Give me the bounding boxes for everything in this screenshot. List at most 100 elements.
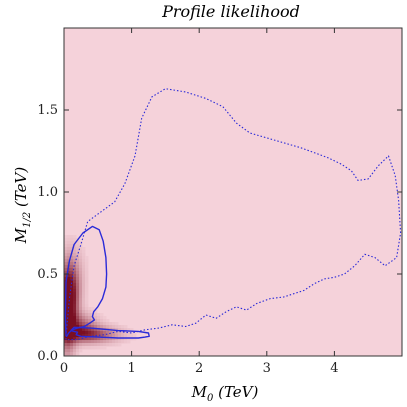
heatmap-cell (67, 319, 71, 323)
heatmap-cell (127, 331, 131, 335)
heatmap-cell (133, 334, 137, 338)
heatmap-cell (73, 274, 77, 278)
heatmap-cell (67, 313, 71, 317)
heatmap-cell (73, 283, 77, 287)
heatmap-cell (64, 235, 68, 239)
heatmap-cell (70, 259, 74, 263)
heatmap-cell (73, 349, 77, 353)
heatmap-cell (127, 334, 131, 338)
heatmap-cell (112, 334, 116, 338)
heatmap-cell (76, 295, 80, 299)
heatmap-cell (130, 334, 134, 338)
heatmap-cell (73, 316, 77, 320)
heatmap-cell (79, 337, 83, 341)
heatmap-cell (70, 244, 74, 248)
heatmap-cell (67, 292, 71, 296)
heatmap-cell (70, 238, 74, 242)
heatmap-cell (121, 328, 125, 332)
heatmap-cell (85, 271, 89, 275)
heatmap-cell (76, 283, 80, 287)
heatmap-cell (91, 346, 95, 350)
y-axis-label: M1/2 (TeV) (12, 167, 33, 245)
heatmap-cell (64, 259, 68, 263)
heatmap-cell (70, 340, 74, 344)
heatmap-cell (100, 340, 104, 344)
heatmap-cell (91, 307, 95, 311)
heatmap-cell (121, 325, 125, 329)
heatmap-cell (103, 316, 107, 320)
heatmap-cell (94, 331, 98, 335)
heatmap-cell (85, 268, 89, 272)
heatmap-cell (124, 328, 128, 332)
heatmap-cell (76, 301, 80, 305)
heatmap-cell (97, 322, 101, 326)
heatmap-cell (73, 307, 77, 311)
heatmap-cell (67, 286, 71, 290)
heatmap-cell (76, 319, 80, 323)
heatmap-cell (73, 301, 77, 305)
heatmap-cell (76, 337, 80, 341)
heatmap-cell (73, 298, 77, 302)
heatmap-cell (64, 352, 68, 356)
heatmap-cell (76, 349, 80, 353)
heatmap-cell (85, 313, 89, 317)
heatmap-cell (97, 316, 101, 320)
heatmap-cell (73, 244, 77, 248)
heatmap-cell (70, 343, 74, 347)
heatmap-cell (79, 319, 83, 323)
heatmap-cell (70, 316, 74, 320)
heatmap-cell (73, 334, 77, 338)
heatmap-cell (79, 268, 83, 272)
heatmap-cell (79, 247, 83, 251)
heatmap-cell (64, 277, 68, 281)
heatmap-cell (130, 328, 134, 332)
heatmap-cell (67, 304, 71, 308)
heatmap-cell (85, 340, 89, 344)
heatmap-cell (64, 268, 68, 272)
heatmap-cell (76, 328, 80, 332)
heatmap-cell (97, 343, 101, 347)
heatmap-cell (67, 337, 71, 341)
heatmap-cell (64, 247, 68, 251)
heatmap-cell (79, 343, 83, 347)
heatmap-cell (88, 346, 92, 350)
heatmap-cell (109, 337, 113, 341)
heatmap-cell (82, 298, 86, 302)
heatmap-cell (67, 289, 71, 293)
heatmap-cell (91, 310, 95, 314)
heatmap-cell (70, 277, 74, 281)
heatmap-cell (82, 346, 86, 350)
heatmap-cell (82, 271, 86, 275)
heatmap-cell (67, 271, 71, 275)
heatmap-cell (76, 274, 80, 278)
heatmap-cell (106, 340, 110, 344)
heatmap-cell (100, 337, 104, 341)
heatmap-cell (118, 343, 122, 347)
heatmap-cell (76, 286, 80, 290)
heatmap-cell (88, 337, 92, 341)
heatmap-cell (82, 340, 86, 344)
heatmap-cell (91, 331, 95, 335)
heatmap-cell (85, 262, 89, 266)
heatmap-cell (70, 241, 74, 245)
heatmap-cell (76, 289, 80, 293)
heatmap-cell (85, 310, 89, 314)
heatmap-cell (97, 346, 101, 350)
heatmap-cell (70, 304, 74, 308)
heatmap-cell (88, 325, 92, 329)
heatmap-cell (88, 334, 92, 338)
heatmap-cell (70, 256, 74, 260)
heatmap-cell (70, 289, 74, 293)
heatmap-cell (118, 340, 122, 344)
heatmap-cell (115, 340, 119, 344)
heatmap-cell (127, 340, 131, 344)
heatmap-cell (94, 346, 98, 350)
heatmap-cell (106, 319, 110, 323)
heatmap-cell (76, 247, 80, 251)
heatmap-cell (67, 322, 71, 326)
heatmap-cell (79, 292, 83, 296)
heatmap-cell (64, 346, 68, 350)
heatmap-cell (88, 310, 92, 314)
heatmap-cell (85, 322, 89, 326)
heatmap-cell (82, 301, 86, 305)
